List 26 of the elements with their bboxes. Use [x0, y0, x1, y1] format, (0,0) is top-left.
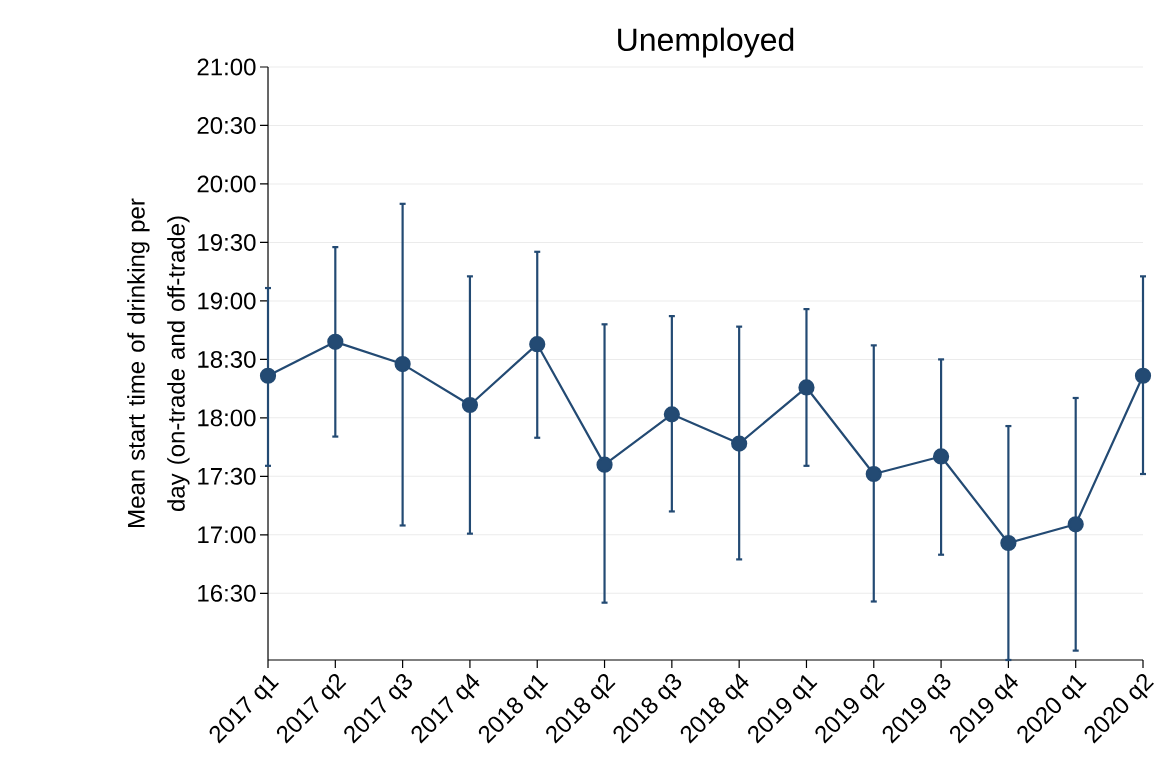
point [798, 379, 815, 396]
y-tick-label: 18:30 [198, 350, 256, 368]
point [1134, 367, 1152, 384]
point [663, 406, 680, 423]
y-axis-title: Mean start time of drinking per day (on-trade and off-trade) [127, 198, 190, 527]
y-tick-label: 18:00 [198, 409, 256, 427]
point [394, 355, 411, 373]
point [865, 465, 882, 483]
y-tick-label: 19:00 [198, 292, 256, 310]
y-tick-label: 20:30 [197, 116, 256, 134]
point [731, 435, 748, 452]
point [932, 448, 950, 465]
y-tick-label: 20:00 [197, 175, 256, 193]
y-tick-label: 19:30 [198, 233, 256, 251]
y-tick-label: 16:30 [198, 584, 256, 602]
y-tick-label: 21:00 [197, 58, 256, 76]
point [596, 456, 613, 473]
point [327, 333, 344, 350]
point [529, 336, 546, 353]
chart-title: Unemployed [618, 27, 794, 58]
y-tick-label: 17:00 [198, 526, 256, 544]
point [461, 396, 479, 414]
point [1067, 516, 1084, 533]
y-tick-label: 17:30 [198, 467, 256, 485]
point [1000, 534, 1017, 552]
point [259, 367, 277, 384]
